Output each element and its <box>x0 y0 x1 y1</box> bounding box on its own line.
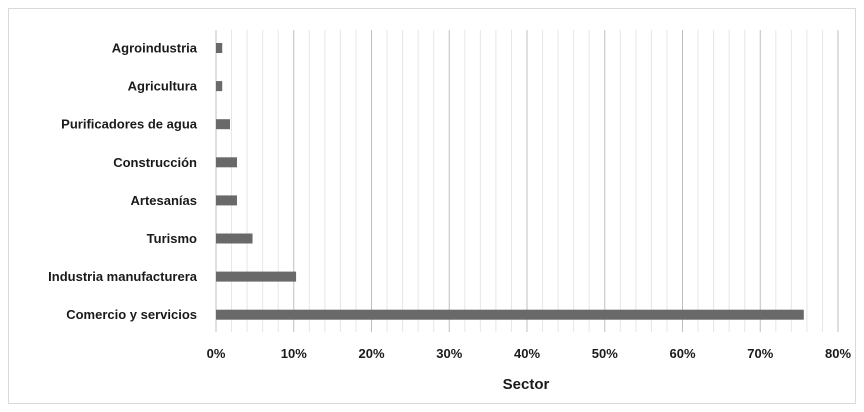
category-label: Industria manufacturera <box>48 269 198 284</box>
gridlines <box>215 30 839 332</box>
bar <box>216 157 237 168</box>
bar <box>216 309 804 320</box>
x-tick-labels: 0% 10% 20% 30% 40% 50% 60% 70% 80% <box>207 346 852 361</box>
category-label: Agricultura <box>128 79 198 94</box>
bar <box>216 43 223 53</box>
x-tick-label: 80% <box>825 346 851 361</box>
category-labels: Agroindustria Agricultura Purificadores de… <box>48 41 198 323</box>
x-tick-label: 70% <box>747 346 773 361</box>
x-axis-title: Sector <box>503 376 550 393</box>
x-tick-label: 30% <box>436 346 462 361</box>
bar <box>216 271 297 282</box>
bars <box>216 43 804 320</box>
category-label: Turismo <box>147 231 197 246</box>
bar <box>216 81 223 92</box>
x-tick-label: 40% <box>514 346 540 361</box>
x-tick-label: 20% <box>358 346 384 361</box>
chart-frame <box>8 8 856 404</box>
category-label: Purificadores de agua <box>61 117 198 132</box>
bar <box>216 119 230 130</box>
x-tick-label: 50% <box>592 346 618 361</box>
category-label: Agroindustria <box>112 41 198 56</box>
x-tick-label: 60% <box>669 346 695 361</box>
category-label: Comercio y servicios <box>66 307 197 322</box>
bar <box>216 195 237 206</box>
category-label: Artesanías <box>131 193 197 208</box>
category-label: Construcción <box>113 155 197 170</box>
bar <box>216 233 253 244</box>
x-tick-label: 0% <box>207 346 226 361</box>
x-tick-label: 10% <box>281 346 307 361</box>
